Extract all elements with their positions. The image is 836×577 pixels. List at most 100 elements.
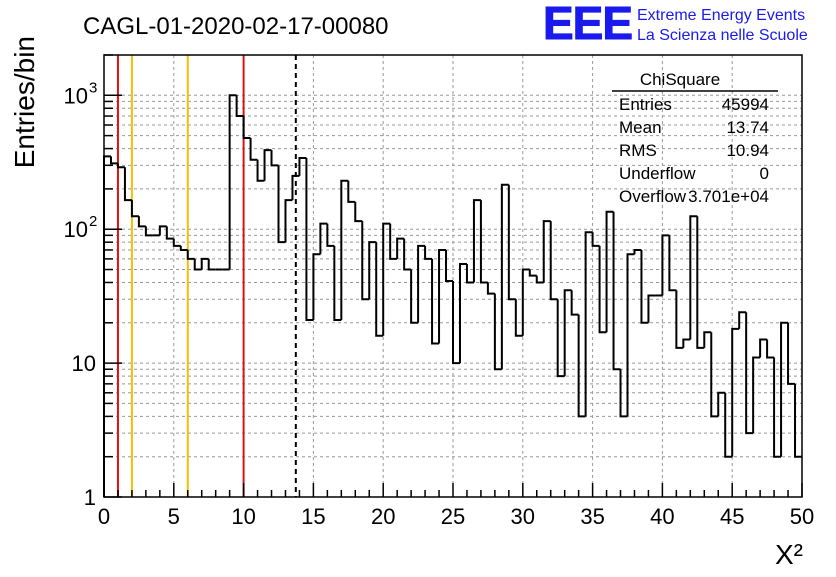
eee-logo: EEE Extreme Energy Events La Scienza nel… — [543, 0, 808, 50]
x-tick-label: 25 — [441, 504, 465, 529]
axis-ticks — [103, 54, 803, 498]
histogram-bin — [794, 383, 802, 458]
chart-title: CAGL-01-2020-02-17-00080 — [83, 13, 389, 40]
logo-mark: EEE — [543, 0, 632, 49]
histogram-bin — [563, 289, 572, 377]
histogram-bin — [640, 249, 649, 324]
histogram-bin — [368, 241, 377, 300]
histogram-bin — [577, 314, 586, 418]
stats-label-rms: RMS — [619, 141, 657, 160]
histogram-bin — [438, 248, 447, 344]
histogram-bin — [661, 234, 670, 296]
histogram-bin — [277, 165, 286, 244]
histogram-bin — [298, 157, 307, 176]
histogram-bin — [144, 226, 153, 237]
stats-title: ChiSquare — [640, 70, 720, 89]
histogram-bin — [403, 238, 412, 271]
histogram-bin — [172, 238, 181, 247]
x-tick-label: 20 — [371, 504, 395, 529]
stats-label-entries: Entries — [619, 95, 672, 114]
histogram-bin — [193, 258, 202, 271]
histogram-bin — [759, 338, 768, 358]
histogram-bin — [689, 215, 698, 340]
histogram-bin — [333, 245, 342, 321]
histogram-bin — [452, 281, 460, 365]
histogram-bin — [347, 180, 356, 203]
histogram-bin — [472, 199, 481, 283]
x-tick-label: 0 — [98, 504, 110, 529]
histogram-bin — [445, 249, 453, 283]
stats-label-underflow: Underflow — [619, 164, 696, 183]
histogram-bin — [703, 331, 712, 348]
histogram-bin — [109, 156, 118, 165]
histogram-bin — [605, 210, 614, 333]
histogram-bin — [549, 221, 558, 301]
histogram-bin — [556, 299, 565, 378]
histogram-bin — [745, 312, 754, 435]
histogram-bin — [263, 149, 272, 181]
histogram-bin — [717, 391, 726, 417]
histogram-bin — [514, 299, 523, 337]
histogram-bin — [465, 263, 474, 284]
histogram-bin — [619, 369, 628, 418]
histogram-bin — [570, 290, 579, 316]
x-axis-label: X² — [775, 539, 803, 570]
y-axis-label: Entries/bin — [9, 36, 40, 168]
histogram-bin — [123, 167, 132, 202]
x-tick-label: 35 — [580, 504, 604, 529]
histogram-bin — [389, 223, 398, 260]
histogram-bin — [256, 159, 265, 182]
histogram-bin — [528, 269, 537, 277]
histogram-bin — [710, 332, 719, 418]
histogram-bin — [361, 221, 370, 301]
stats-label-mean: Mean — [619, 118, 662, 137]
x-tick-label: 50 — [790, 504, 814, 529]
histogram-bin — [382, 222, 391, 336]
histogram-bin — [410, 269, 419, 324]
histogram-bin — [731, 327, 740, 457]
histogram-bin — [675, 290, 684, 349]
histogram-bin — [598, 245, 607, 334]
x-tick-label: 40 — [650, 504, 674, 529]
histogram-bin — [738, 311, 747, 329]
histogram-bin — [354, 201, 363, 223]
histogram-bin — [479, 200, 488, 284]
histogram-bin — [493, 293, 502, 371]
histogram-bin — [207, 258, 216, 271]
histogram-bin — [724, 392, 733, 458]
histogram-bin — [535, 275, 544, 284]
histogram-bin — [626, 253, 635, 417]
histogram-bin — [787, 322, 796, 385]
stats-value-entries: 45994 — [722, 95, 769, 114]
histogram-bin — [417, 244, 426, 323]
y-tick-exponent: 2 — [89, 213, 97, 230]
histogram-bin — [780, 321, 789, 457]
histogram-bin — [249, 137, 258, 161]
histogram-bin — [424, 245, 433, 260]
histogram-bin — [612, 211, 621, 371]
stats-value-underflow: 0 — [760, 164, 769, 183]
logo-line-1: Extreme Energy Events — [637, 7, 805, 24]
histogram-bin — [633, 248, 642, 255]
histogram-bin — [773, 357, 782, 458]
histogram-bin — [284, 199, 293, 243]
histogram-bin — [591, 232, 600, 247]
histogram-bin — [486, 282, 495, 295]
histogram-bin — [458, 262, 467, 364]
histogram-bin — [507, 184, 516, 301]
histogram-bin — [431, 258, 440, 345]
histogram-bin — [584, 231, 593, 417]
histogram-bin — [396, 237, 405, 259]
y-tick-label: 1 — [84, 485, 96, 510]
histogram-bin — [319, 222, 328, 255]
histogram-bin — [103, 155, 111, 497]
x-tick-label: 5 — [168, 504, 180, 529]
histogram-bin — [228, 94, 237, 270]
y-tick-label: 10 — [64, 83, 88, 108]
histogram-bin — [270, 150, 279, 167]
logo-line-2: La Scienza nelle Scuole — [637, 27, 808, 44]
y-tick-label: 10 — [72, 351, 96, 376]
histogram-bin — [291, 174, 300, 201]
